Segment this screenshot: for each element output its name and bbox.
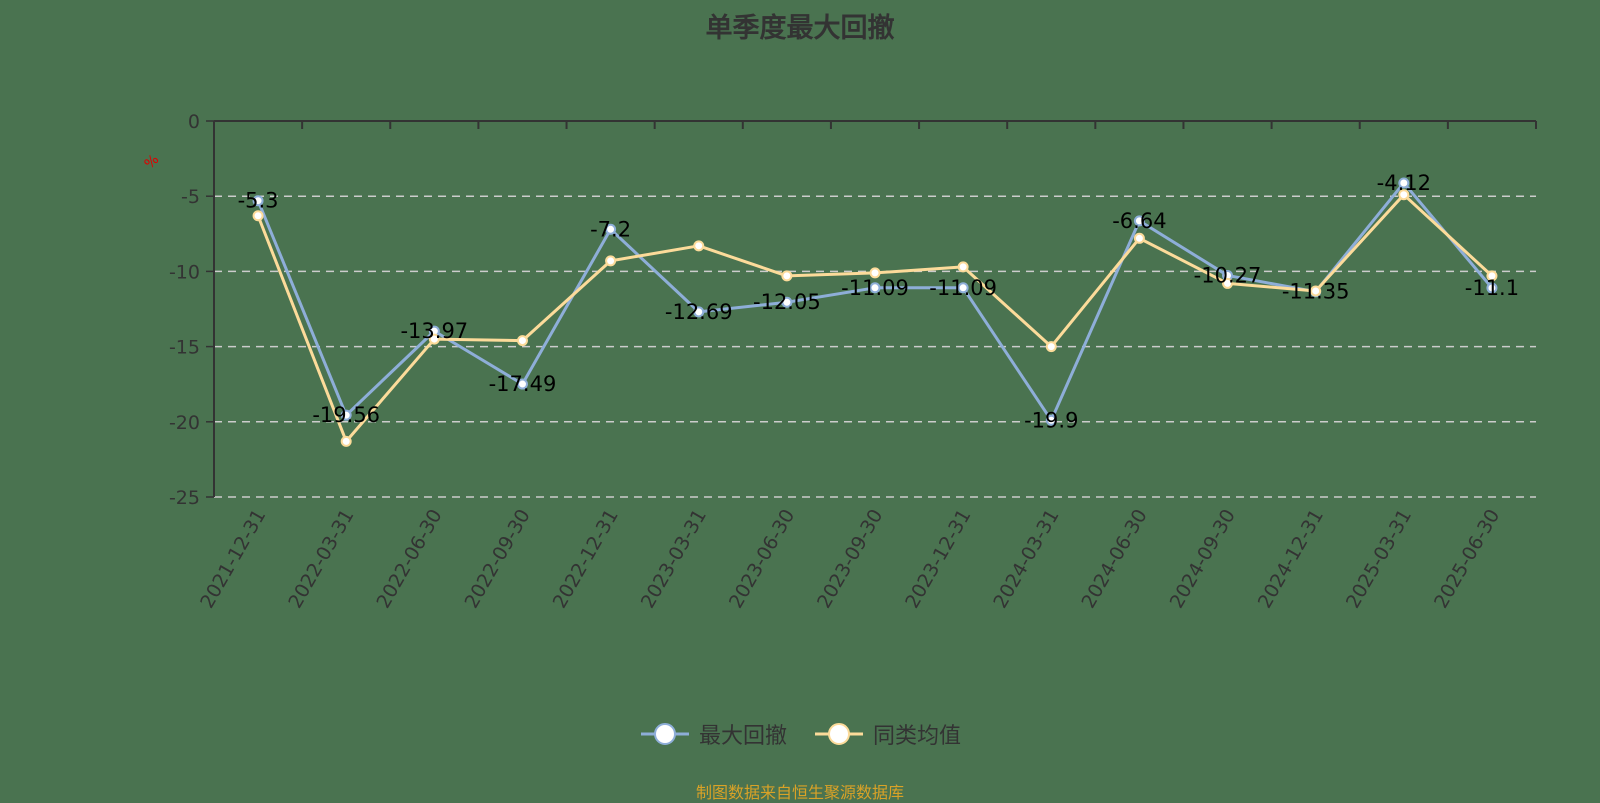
data-point[interactable] [693, 306, 705, 318]
x-tick-label: 2022-03-31 [284, 506, 358, 613]
data-point[interactable] [781, 270, 793, 282]
y-tick-label: -20 [169, 412, 200, 434]
legend-item-max-drawdown[interactable]: 最大回撤 [639, 718, 787, 750]
y-tick-label: -10 [169, 261, 200, 283]
x-tick-label: 2024-12-31 [1254, 506, 1328, 613]
data-source-note: 制图数据来自恒生聚源数据库 [695, 783, 904, 802]
x-tick-label: 2025-03-31 [1342, 506, 1416, 613]
data-label: -19.56 [312, 403, 380, 427]
data-label: -7.2 [590, 217, 631, 241]
data-point[interactable] [605, 255, 617, 267]
data-label: -11.09 [929, 276, 997, 300]
data-point[interactable] [1398, 189, 1410, 201]
data-point[interactable] [605, 223, 617, 235]
data-point[interactable] [1486, 270, 1498, 282]
x-tick-label: 2023-03-31 [637, 506, 711, 613]
data-point[interactable] [957, 261, 969, 273]
x-tick-label: 2022-06-30 [372, 506, 446, 613]
data-point[interactable] [1133, 215, 1145, 227]
x-tick-label: 2024-03-31 [989, 506, 1063, 613]
y-axis-unit: % [142, 152, 163, 173]
y-tick-label: -5 [181, 186, 200, 208]
data-point[interactable] [1310, 285, 1322, 297]
x-tick-label: 2021-12-31 [196, 506, 270, 613]
data-label: -12.69 [665, 300, 733, 324]
data-point[interactable] [340, 435, 352, 447]
x-tick-label: 2023-12-31 [901, 505, 975, 612]
data-point[interactable] [428, 333, 440, 345]
data-point[interactable] [957, 282, 969, 294]
data-point[interactable] [252, 210, 264, 222]
data-point[interactable] [693, 240, 705, 252]
data-point[interactable] [340, 409, 352, 421]
data-label: -13.97 [400, 319, 468, 343]
x-tick-label: 2024-06-30 [1077, 506, 1151, 613]
circle-line-icon [640, 723, 689, 745]
data-point[interactable] [1398, 177, 1410, 189]
data-label: -6.64 [1112, 209, 1166, 233]
data-label: -11.35 [1282, 280, 1350, 304]
data-point[interactable] [252, 195, 264, 207]
data-point[interactable] [1045, 341, 1057, 353]
data-label: -19.9 [1024, 408, 1078, 432]
data-point[interactable] [1133, 232, 1145, 244]
legend: 最大回撤 同类均值 [0, 718, 1600, 750]
chart-title: 单季度最大回撤 [705, 13, 895, 44]
data-label: -12.05 [753, 290, 821, 314]
data-label: -11.1 [1465, 276, 1519, 300]
data-point[interactable] [869, 267, 881, 279]
x-tick-label: 2022-12-31 [549, 506, 623, 613]
data-point[interactable] [869, 282, 881, 294]
legend-item-peer-average[interactable]: 同类均值 [813, 718, 961, 750]
data-point[interactable] [1222, 277, 1234, 289]
data-point[interactable] [1486, 282, 1498, 294]
x-tick-label: 2023-06-30 [725, 506, 799, 613]
data-point[interactable] [1045, 414, 1057, 426]
y-tick-label: -25 [169, 487, 200, 509]
data-point[interactable] [516, 335, 528, 347]
y-tick-label: 0 [188, 111, 200, 133]
legend-label: 最大回撤 [698, 724, 787, 749]
data-label: -10.27 [1194, 263, 1262, 287]
y-tick-label: -15 [169, 337, 200, 359]
circle-line-icon [815, 723, 863, 745]
legend-label: 同类均值 [873, 724, 962, 749]
data-label: -4.12 [1377, 171, 1431, 195]
data-point[interactable] [781, 296, 793, 308]
data-label: -5.3 [238, 189, 279, 213]
data-point[interactable] [516, 378, 528, 390]
data-label: -11.09 [841, 276, 909, 300]
data-label: -17.49 [489, 372, 557, 396]
x-tick-label: 2025-06-30 [1430, 506, 1504, 613]
x-tick-label: 2023-09-30 [813, 506, 887, 613]
series-line [256, 193, 1493, 443]
x-tick-label: 2024-09-30 [1166, 506, 1240, 613]
x-tick-label: 2022-09-30 [461, 506, 535, 613]
